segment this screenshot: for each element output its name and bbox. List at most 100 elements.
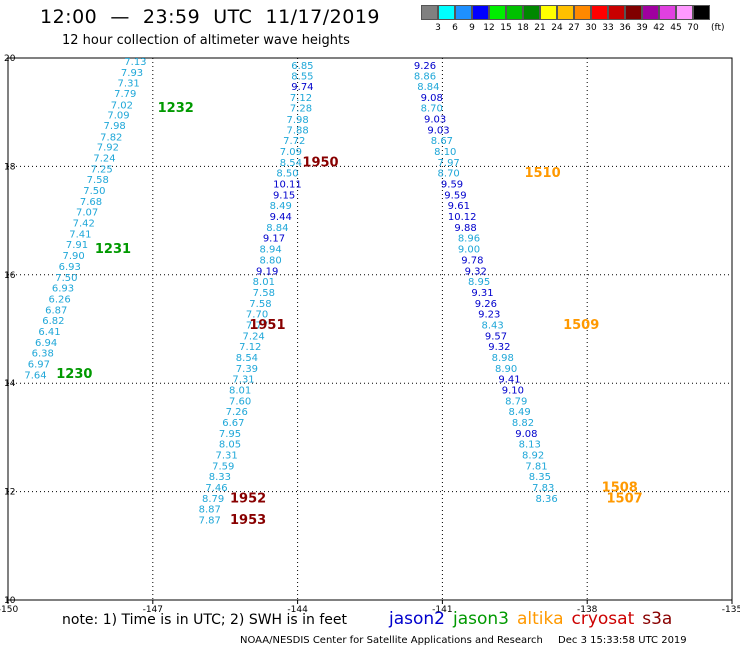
- data-value-label: 8.82: [512, 418, 534, 429]
- data-value-label: 7.90: [63, 251, 85, 262]
- data-value-label: 9.88: [454, 223, 476, 234]
- data-value-label: 8.55: [291, 72, 313, 83]
- data-value-label: 7.97: [438, 158, 460, 169]
- data-value-label: 8.92: [522, 451, 544, 462]
- legend-swatch-label: 33: [602, 23, 614, 33]
- x-tick-label: -144: [287, 605, 308, 615]
- page-title: 12:00 — 23:59 UTC 11/17/2019: [40, 6, 381, 28]
- track-number-label: 1232: [158, 101, 194, 116]
- data-value-label: 9.78: [461, 255, 483, 266]
- data-value-label: 9.03: [427, 125, 449, 136]
- data-value-label: 8.05: [219, 440, 241, 451]
- data-value-label: 8.13: [519, 440, 541, 451]
- data-value-label: 9.59: [441, 180, 463, 191]
- data-value-label: 9.41: [498, 375, 520, 386]
- data-value-label: 7.60: [229, 396, 251, 407]
- data-value-label: 7.25: [91, 164, 113, 175]
- data-value-label: 7.26: [226, 407, 248, 418]
- data-value-label: 9.15: [273, 190, 295, 201]
- footer-timestamp: Dec 3 15:33:58 UTC 2019: [558, 635, 687, 646]
- data-value-label: 8.43: [481, 320, 503, 331]
- data-value-label: 7.93: [121, 68, 143, 79]
- track-number-label: 1508: [602, 481, 638, 496]
- legend-swatch-label: 24: [551, 23, 563, 33]
- data-value-label: 7.88: [286, 125, 308, 136]
- data-value-label: 7.42: [73, 219, 95, 230]
- data-value-label: 8.79: [505, 396, 527, 407]
- data-value-label: 7.79: [114, 89, 136, 100]
- data-value-label: 8.70: [438, 169, 460, 180]
- legend-swatch-label: 42: [653, 23, 665, 33]
- page-subtitle: 12 hour collection of altimeter wave hei…: [62, 33, 350, 48]
- data-value-label: 8.86: [414, 72, 436, 83]
- satellite-jason2: jason2: [389, 609, 445, 629]
- data-value-label: 6.93: [59, 262, 81, 273]
- legend-swatch: [455, 5, 472, 20]
- data-value-label: 9.19: [256, 266, 278, 277]
- legend-swatch-label: 30: [585, 23, 597, 33]
- legend-swatch-label: 3: [435, 23, 441, 33]
- data-value-label: 8.98: [492, 353, 514, 364]
- data-value-label: 8.49: [508, 407, 530, 418]
- data-value-label: 7.59: [212, 461, 234, 472]
- legend-swatch: [489, 5, 506, 20]
- data-value-label: 9.32: [488, 342, 510, 353]
- data-value-label: 7.83: [532, 483, 554, 494]
- data-value-label: 7.28: [290, 104, 312, 115]
- y-tick-label: 14: [4, 379, 16, 389]
- satellite-jason3: jason3: [453, 609, 509, 629]
- footer: NOAA/NESDIS Center for Satellite Applica…: [240, 635, 699, 646]
- data-value-label: 7.46: [205, 483, 227, 494]
- track-number-label: 1953: [230, 513, 266, 528]
- legend-swatch: [625, 5, 642, 20]
- data-value-label: 7.58: [249, 299, 271, 310]
- data-value-label: 8.67: [431, 136, 453, 147]
- data-value-label: 7.39: [236, 364, 258, 375]
- data-value-label: 8.10: [434, 147, 456, 158]
- legend-swatch-label: 45: [670, 23, 682, 33]
- data-value-label: 9.10: [502, 385, 524, 396]
- data-value-label: 8.35: [529, 472, 551, 483]
- y-tick-label: 18: [4, 162, 16, 172]
- legend-swatch-label: 70: [687, 23, 699, 33]
- data-value-label: 7.98: [286, 115, 308, 126]
- data-value-label: 6.38: [32, 349, 54, 360]
- x-tick-label: -147: [143, 605, 163, 615]
- data-value-label: 8.50: [276, 169, 298, 180]
- data-value-label: 6.26: [49, 294, 71, 305]
- legend-swatch: [421, 5, 438, 20]
- data-value-label: 7.82: [100, 132, 122, 143]
- data-value-label: 7.70: [246, 310, 268, 321]
- data-value-label: 9.17: [263, 234, 285, 245]
- legend-swatch-label: 6: [452, 23, 458, 33]
- y-tick-label: 12: [4, 488, 15, 498]
- data-value-label: 7.50: [55, 273, 77, 284]
- data-value-label: 8.70: [421, 104, 443, 115]
- data-value-label: 10.11: [273, 180, 302, 191]
- legend-swatch: [608, 5, 625, 20]
- data-value-label: 9.00: [458, 245, 480, 256]
- data-value-label: 7.31: [216, 451, 238, 462]
- data-value-label: 7.12: [290, 93, 312, 104]
- data-value-label: 8.49: [270, 201, 292, 212]
- x-tick-label: -150: [0, 605, 18, 615]
- note-text: note: 1) Time is in UTC; 2) SWH is in fe…: [62, 612, 348, 628]
- data-value-label: 7.77: [246, 320, 268, 331]
- data-value-label: 9.61: [448, 201, 470, 212]
- data-value-label: 8.54: [236, 353, 258, 364]
- legend-swatch: [659, 5, 676, 20]
- data-value-label: 8.80: [259, 255, 281, 266]
- data-value-label: 6.82: [42, 316, 64, 327]
- track-number-label: 1507: [607, 491, 643, 506]
- track-number-label: 1510: [524, 166, 560, 181]
- data-value-label: 8.96: [458, 234, 480, 245]
- satellite-legend: jason2 jason3 altika cryosat s3a: [389, 609, 680, 629]
- satellite-cryosat: cryosat: [571, 609, 635, 629]
- x-tick-label: -141: [432, 605, 452, 615]
- data-value-label: 9.59: [444, 190, 466, 201]
- legend-swatch: [557, 5, 574, 20]
- data-value-label: 6.67: [222, 418, 244, 429]
- data-value-label: 6.87: [45, 305, 67, 316]
- data-value-label: 8.84: [266, 223, 288, 234]
- data-value-label: 7.24: [243, 331, 265, 342]
